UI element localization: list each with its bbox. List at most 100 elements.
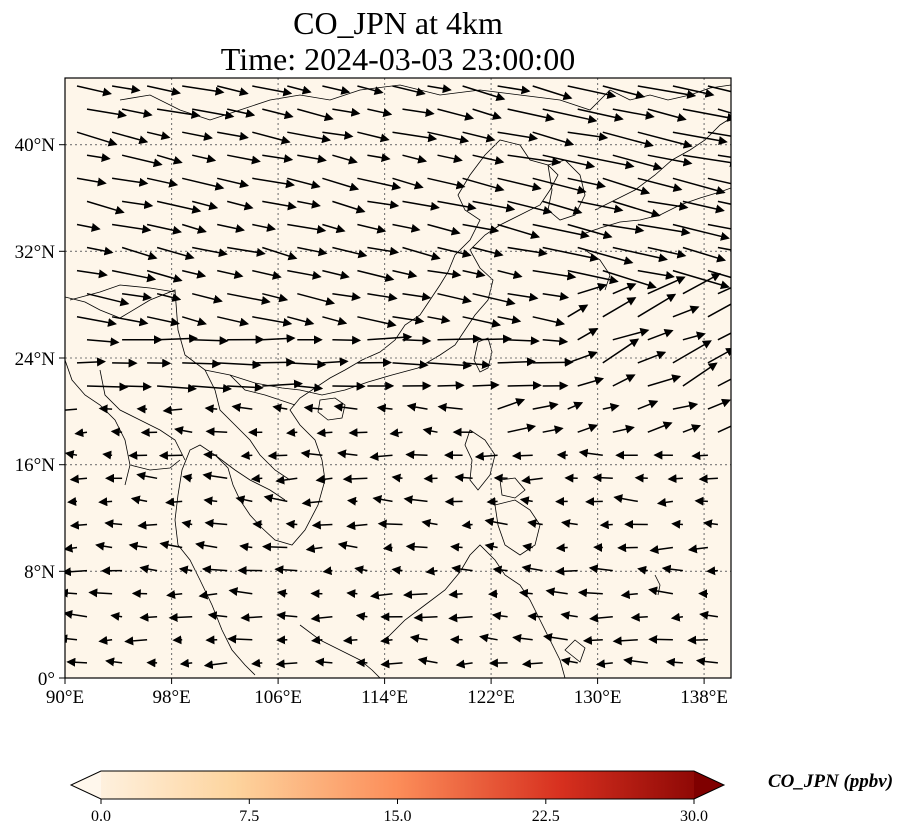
wind-arrow	[488, 589, 498, 599]
wind-arrow	[252, 177, 295, 189]
wind-arrow	[86, 292, 130, 307]
wind-arrow	[201, 565, 228, 574]
wind-arrow	[262, 108, 294, 120]
wind-arrow	[337, 541, 358, 550]
wind-arrow	[599, 520, 613, 530]
wind-arrow	[637, 131, 693, 149]
wind-arrow	[111, 84, 141, 94]
wind-arrow	[542, 200, 583, 215]
wind-arrow	[437, 246, 472, 258]
wind-arrow	[146, 269, 183, 283]
wind-arrow	[667, 474, 683, 484]
wind-arrow	[647, 329, 674, 341]
wind-arrow	[86, 108, 127, 119]
wind-arrow	[146, 316, 180, 327]
wind-arrow	[146, 131, 171, 141]
wind-arrow	[181, 316, 207, 326]
wind-arrow	[427, 360, 473, 370]
wind-arrow	[682, 154, 731, 167]
wind-arrow	[462, 269, 486, 279]
wind-arrow	[648, 634, 673, 644]
wind-arrow	[484, 517, 508, 527]
wind-arrow	[332, 107, 361, 117]
x-tick-label: 90°E	[46, 687, 84, 708]
wind-arrow	[367, 200, 400, 210]
wind-arrow	[139, 564, 158, 574]
wind-arrow	[310, 613, 333, 623]
wind-arrow	[637, 565, 648, 575]
wind-arrow	[121, 200, 154, 210]
wind-arrow	[391, 473, 403, 483]
wind-arrow	[462, 131, 496, 143]
wind-arrow	[76, 357, 106, 367]
wind-arrow	[707, 131, 731, 137]
wind-arrow	[402, 108, 435, 118]
wind-arrow	[198, 590, 218, 600]
wind-arrow	[497, 269, 523, 280]
wind-arrow	[647, 200, 689, 211]
wind-arrow	[332, 200, 366, 214]
wind-arrow	[122, 382, 152, 392]
wind-arrow	[687, 635, 708, 645]
wind-arrow	[450, 542, 463, 552]
wind-arrow	[267, 451, 288, 461]
wind-arrow	[403, 495, 428, 505]
wind-arrow	[542, 154, 596, 170]
wind-arrow	[484, 542, 498, 552]
wind-arrow	[532, 131, 575, 147]
wind-arrow	[507, 336, 540, 346]
wind-arrow	[427, 131, 470, 144]
wind-arrow	[316, 428, 333, 438]
x-tick-label: 114°E	[361, 687, 408, 708]
wind-arrow	[252, 223, 276, 232]
wind-arrow	[577, 108, 624, 122]
wind-arrow	[637, 350, 667, 364]
wind-arrow	[337, 449, 358, 459]
wind-arrow	[672, 223, 730, 241]
wind-arrow	[314, 657, 333, 667]
wind-arrow	[670, 612, 683, 622]
wind-arrow	[192, 336, 229, 346]
wind-arrow	[472, 246, 504, 258]
wind-arrow	[367, 108, 393, 118]
wind-arrow	[357, 177, 402, 191]
wind-arrow	[437, 108, 475, 121]
wind-arrow	[706, 566, 718, 576]
wind-arrow	[65, 450, 78, 459]
wind-arrow	[602, 297, 637, 318]
wind-arrow	[497, 398, 526, 410]
wind-arrow	[695, 656, 718, 666]
wind-arrow	[357, 131, 390, 143]
wind-arrow	[217, 131, 249, 141]
y-tick-label: 16°N	[15, 455, 56, 476]
wind-arrow	[491, 611, 508, 621]
wind-arrow	[560, 656, 578, 666]
wind-arrow	[392, 177, 424, 190]
wind-arrow	[602, 177, 651, 195]
wind-arrow	[472, 292, 516, 307]
wind-arrow	[567, 269, 619, 285]
x-tick-label: 122°E	[467, 687, 515, 708]
wind-arrow	[437, 154, 463, 164]
wind-arrow	[121, 246, 158, 261]
wind-arrow	[532, 269, 577, 281]
wind-arrow	[647, 246, 687, 259]
wind-arrow	[647, 276, 686, 295]
wind-arrow	[647, 374, 682, 387]
wind-arrow	[263, 493, 288, 503]
wind-arrow	[311, 520, 333, 530]
wind-arrow	[392, 269, 418, 279]
wind-arrow	[240, 450, 253, 460]
wind-arrow	[542, 291, 570, 301]
wind-arrow	[462, 223, 500, 234]
wind-arrow	[367, 246, 400, 256]
wind-arrow	[595, 659, 613, 669]
wind-arrow	[262, 334, 296, 343]
wind-arrow	[472, 200, 516, 213]
wind-arrow	[367, 153, 391, 163]
wind-arrow	[511, 451, 533, 461]
wind-arrow	[402, 292, 432, 302]
colorbar-tick-label: 15.0	[384, 808, 412, 825]
wind-arrow	[76, 223, 101, 232]
